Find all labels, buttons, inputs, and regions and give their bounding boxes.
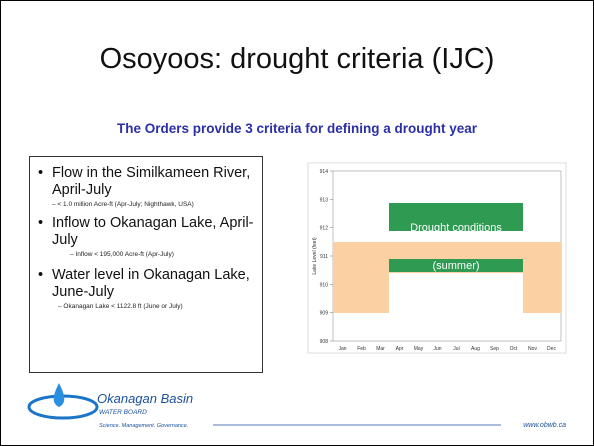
drought-band [389,203,523,231]
x-tick-label: Jun [433,346,441,352]
bullet: • Inflow to Okanagan Lake, April-July [38,215,267,249]
subtitle: The Orders provide 3 criteria for defini… [116,121,478,136]
y-axis-label: Lake Level (feet) [312,237,318,275]
bullet: • Flow in the Similkameen River, April-Ju… [38,165,251,198]
y-tick-label: 909 [320,311,329,317]
org-sub: WATER BOARD [99,409,147,416]
x-tick-label: May [414,346,424,352]
tagline: Science. Management. Governance. [99,423,188,429]
sub-bullet: – < 1.0 million Acre-ft (Apr-July; Night… [52,201,194,208]
y-tick-label: 908 [320,339,329,345]
x-tick-label: Jan [338,346,346,352]
x-tick-label: Jul [453,346,459,352]
slide-title: Osoyoos: drought criteria (IJC) [99,43,495,75]
y-tick-label: 911 [320,254,328,260]
x-tick-label: Mar [376,346,385,352]
bullet-text: Flow in the Similkameen River, April-Jul… [52,165,251,198]
annotation: Drought conditions [410,222,502,234]
x-tick-label: Sep [490,346,499,352]
x-tick-label: Nov [528,346,537,352]
drought-band [389,259,523,272]
bullet-text: Water level in Okanagan Lake, June-July [52,267,250,300]
x-tick-label: Aug [471,346,480,352]
annotation: (summer) [432,260,479,272]
website: www.obwb.ca [523,422,566,429]
sub-bullet: – Okanagan Lake < 1122.8 ft (June or Jul… [58,303,183,310]
y-tick-label: 913 [320,197,329,203]
x-tick-label: Dec [547,346,556,352]
x-tick-label: Oct [510,346,518,352]
y-tick-label: 912 [320,226,329,232]
org-name: Okanagan Basin [97,391,193,406]
x-tick-label: Apr [396,346,404,352]
y-tick-label: 910 [320,282,329,288]
y-tick-label: 914 [320,169,329,175]
logo-drop [53,383,65,407]
criteria-box: • Flow in the Similkameen River, April-Ju… [29,156,263,373]
sub-bullet: – Inflow < 195,000 Acre-ft (Apr-July) [70,251,174,258]
bullet-text: Inflow to Okanagan Lake, April-July [52,215,254,248]
bullet: • Water level in Okanagan Lake, June-July [38,267,267,301]
x-tick-label: Feb [357,346,366,352]
